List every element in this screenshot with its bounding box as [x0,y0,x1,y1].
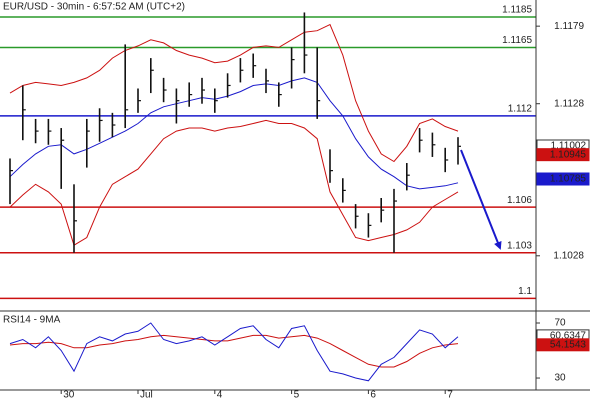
chart-title: EUR/USD - 30min - 6:57:52 AM (UTC+2) [3,2,185,13]
price-tag-label: 1.11002 [551,141,587,152]
x-tick-label: 5 [294,390,300,400]
x-tick-label: Jul [140,390,153,400]
level-label: 1.106 [507,195,532,206]
rsi-title: RSI14 - 9MA [3,315,61,326]
level-label: 1.1185 [502,5,532,16]
y-tick-label: 1.1179 [554,21,584,32]
moving-average [9,77,459,190]
price-tag [536,172,590,186]
y-tick-label: 1.1128 [554,98,584,109]
price-tag-label: 1.10785 [550,174,587,185]
level-label: 1.1 [518,286,532,297]
forecast-arrow [460,149,502,250]
bollinger-lower [9,119,459,246]
level-label: 1.112 [508,104,533,115]
bollinger-upper [9,23,459,163]
rsi-tick-label: 70 [554,318,566,329]
x-tick-label: 7 [447,390,453,400]
level-label: 1.1165 [502,35,532,46]
y-tick-label: 1.1028 [553,250,584,261]
x-tick-label: 6 [370,390,376,400]
rsi-tag [536,338,590,352]
rsi-tag-label: 54.1543 [550,339,587,350]
price-tag [536,148,590,162]
x-tick-label: 30 [63,390,75,400]
rsi-tag-label: 60.6347 [550,331,587,342]
price-tag-label: 1.10945 [550,149,587,160]
rsi-line [9,322,459,382]
level-label: 1.103 [507,240,532,251]
rsi-tick-label: 30 [554,373,566,384]
x-tick-label: 4 [217,390,223,400]
title-bg [0,0,205,14]
